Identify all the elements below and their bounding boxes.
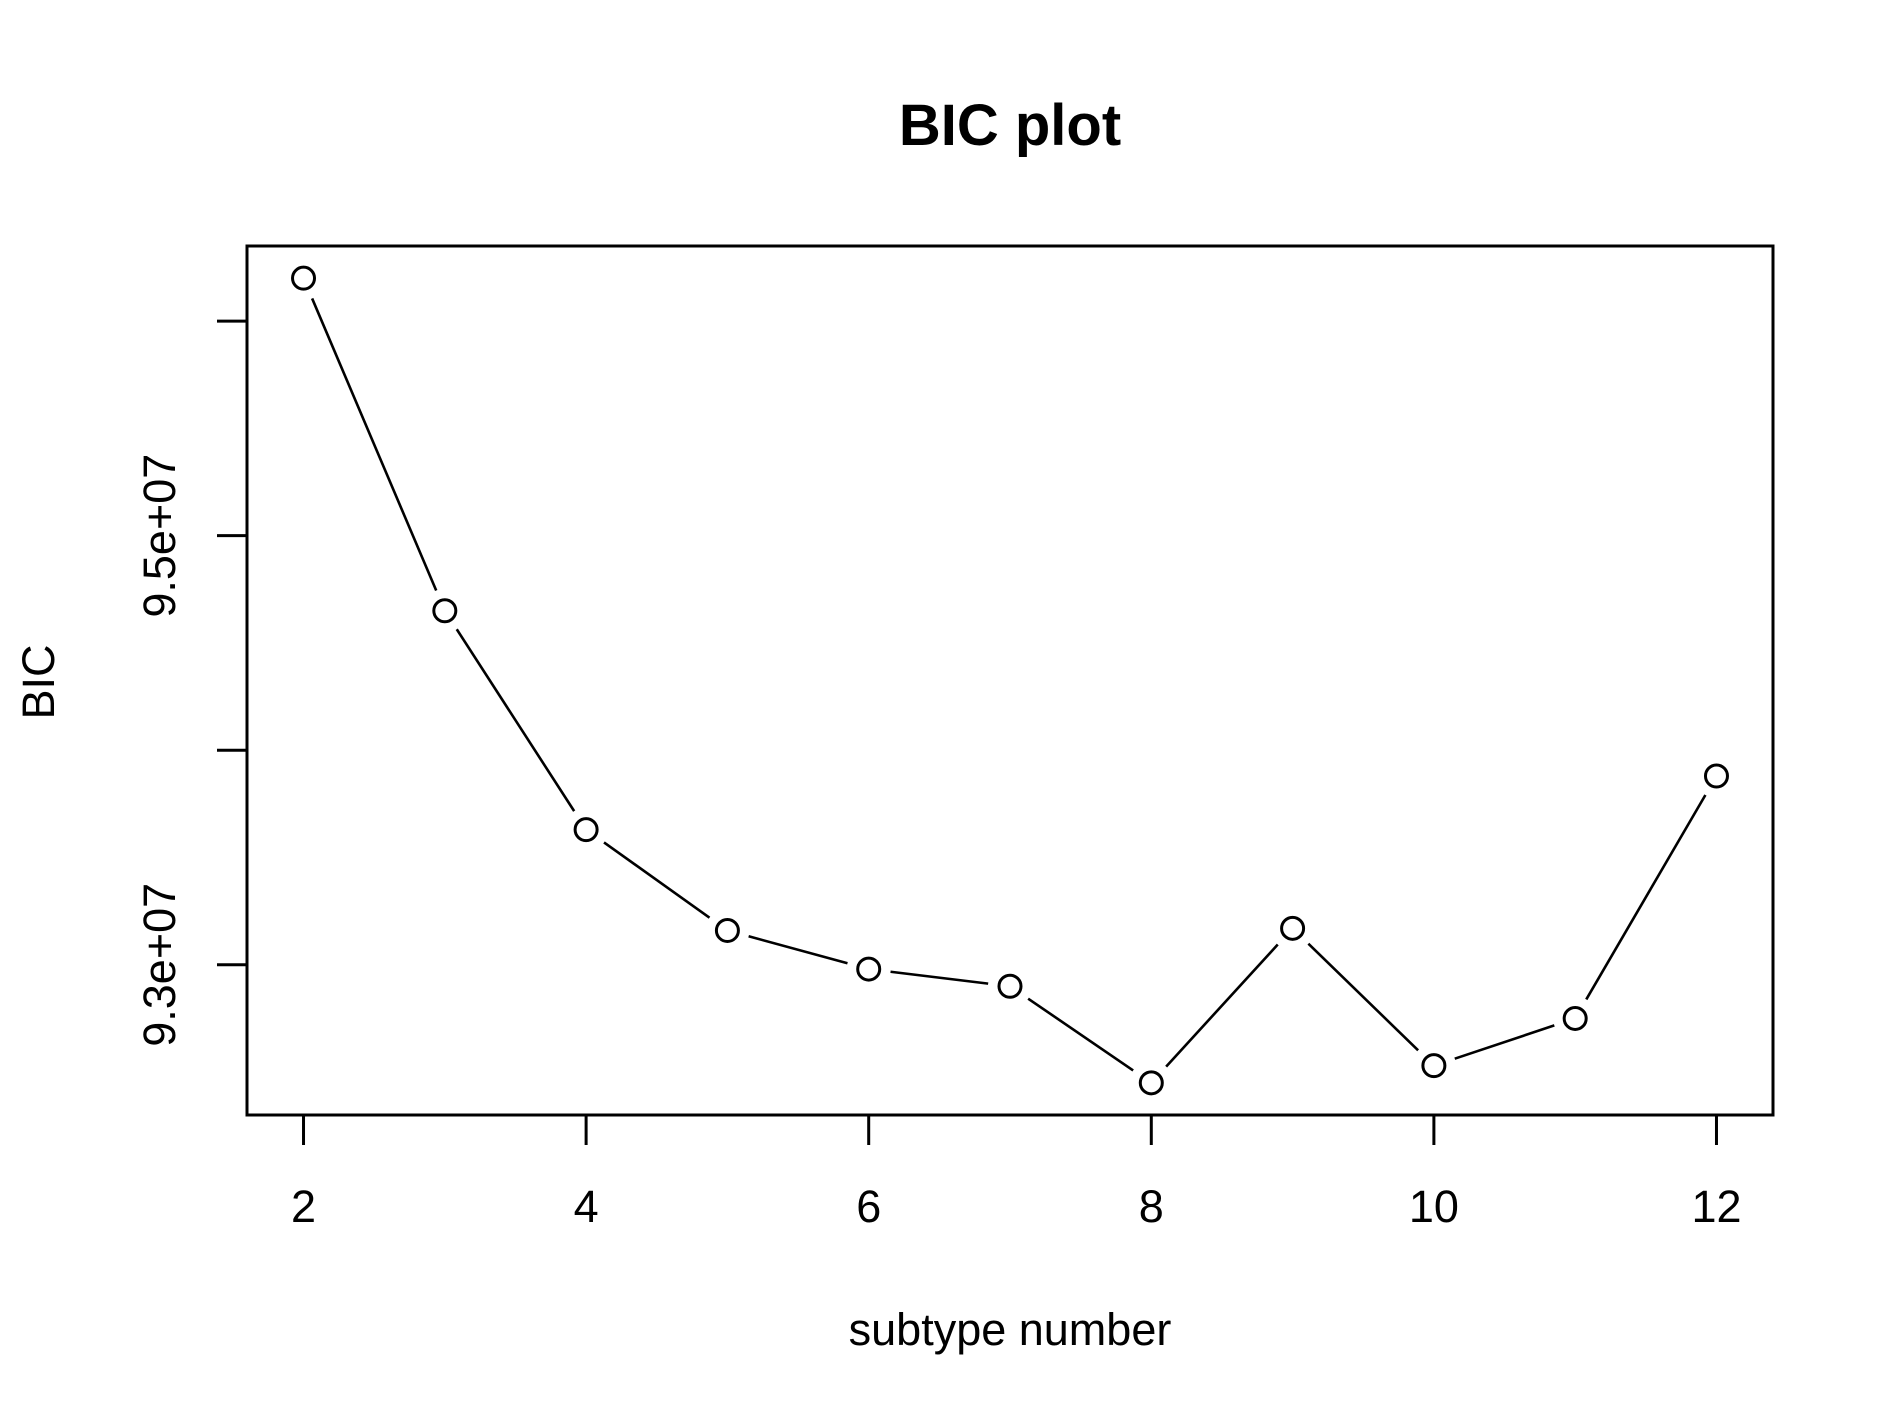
x-tick-label: 10 [1409,1181,1459,1232]
x-tick-label: 4 [574,1181,599,1232]
series-line-segment [890,970,989,985]
x-axis: 2 4 6 8 10 12 [291,1113,1742,1232]
series-line-segment [1027,997,1134,1072]
data-point [997,973,1023,999]
bic-series [291,265,1729,1096]
data-point [856,956,882,982]
series-line-segment [1454,1024,1555,1060]
y-axis: 9.3e+07 9.5e+07 [134,319,249,1047]
y-tick-label: 9.3e+07 [134,883,185,1047]
y-axis-label: BIC [13,644,64,719]
series-line-segment [310,297,438,592]
chart-title: BIC plot [899,93,1121,158]
data-point [714,917,740,943]
data-point [1562,1005,1588,1031]
data-point [1421,1053,1447,1079]
x-tick-label: 6 [856,1181,881,1232]
data-point [1703,763,1729,789]
series-line-segment [1165,943,1279,1068]
series-line-segment [1307,942,1420,1052]
series-line-segment [1585,794,1707,1001]
data-point [1280,915,1306,941]
data-point [1138,1070,1164,1096]
x-tick-label: 12 [1691,1181,1741,1232]
data-point [432,598,458,624]
data-point [291,265,317,291]
series-line-segment [603,841,711,919]
x-tick-label: 8 [1139,1181,1164,1232]
x-tick-label: 2 [291,1181,316,1232]
series-line-segment [455,628,576,812]
series-line-segment [748,935,848,965]
y-tick-label: 9.5e+07 [134,454,185,618]
data-point [573,817,599,843]
x-axis-label: subtype number [849,1304,1172,1355]
